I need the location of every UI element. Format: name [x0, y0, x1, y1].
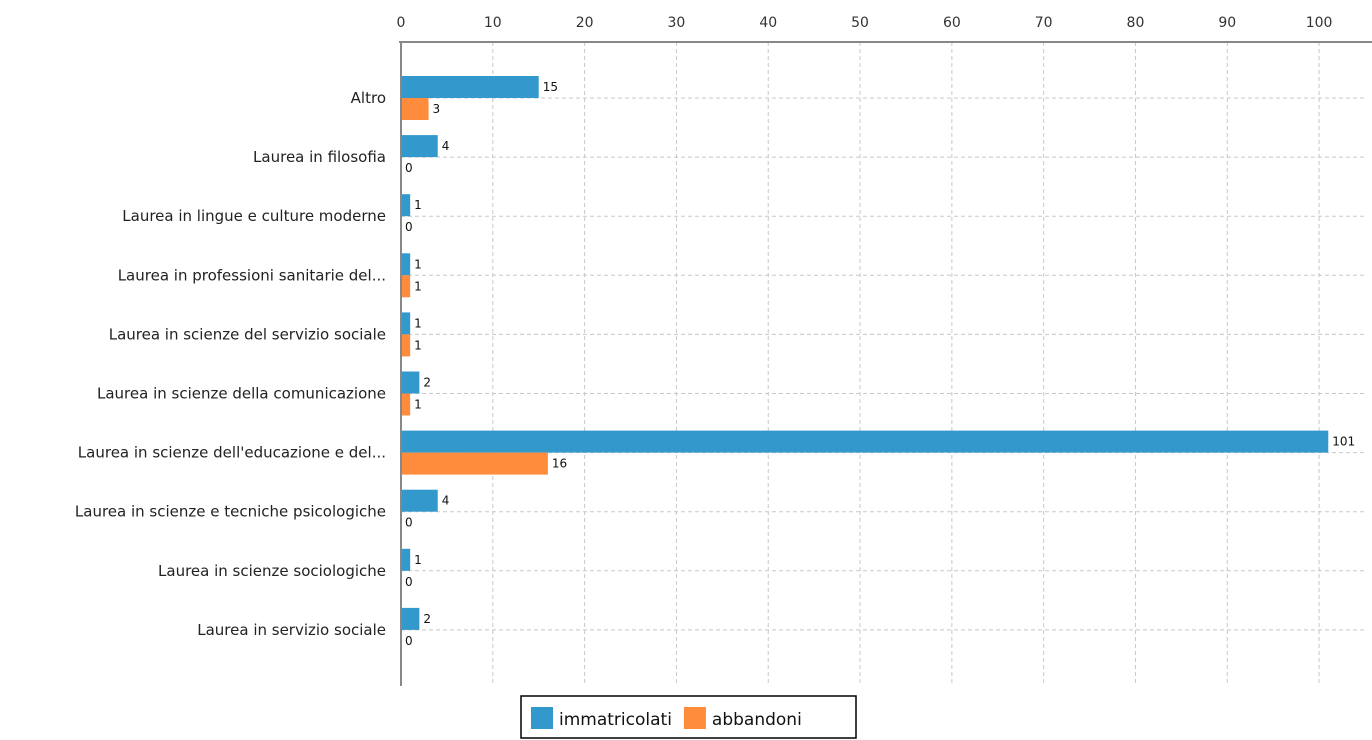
category-label: Laurea in filosofia: [253, 148, 386, 166]
value-label-abbandoni: 0: [405, 634, 413, 648]
category-label: Laurea in scienze sociologiche: [158, 562, 386, 580]
legend-label-immatricolati: immatricolati: [559, 710, 672, 730]
bar-immatricolati: [401, 135, 438, 157]
legend-label-abbandoni: abbandoni: [712, 710, 802, 730]
bar-immatricolati: [401, 76, 539, 98]
value-label-immatricolati: 101: [1332, 435, 1355, 449]
category-label: Altro: [351, 89, 386, 107]
x-tick-label: 50: [851, 15, 869, 31]
value-label-immatricolati: 4: [442, 139, 450, 153]
bar-immatricolati: [401, 312, 410, 334]
bar-abbandoni: [401, 275, 410, 297]
x-tick-label: 90: [1218, 15, 1236, 31]
x-tick-label: 70: [1035, 15, 1053, 31]
x-tick-label: 100: [1306, 15, 1333, 31]
x-tick-label: 30: [668, 15, 686, 31]
legend-swatch-immatricolati: [531, 707, 553, 729]
category-label: Laurea in scienze della comunicazione: [97, 385, 386, 403]
value-label-abbandoni: 16: [552, 457, 567, 471]
value-label-abbandoni: 1: [414, 279, 422, 293]
x-axis: 0 10 20 30 40 50 60 70 80 90 100: [397, 15, 1372, 686]
category-label: Laurea in professioni sanitarie del...: [118, 266, 386, 284]
bar-abbandoni: [401, 98, 429, 120]
category-label: Laurea in scienze del servizio sociale: [109, 325, 386, 343]
grid: [401, 42, 1365, 686]
bars: [401, 76, 1328, 630]
x-tick-label: 60: [943, 15, 961, 31]
legend-swatch-abbandoni: [684, 707, 706, 729]
category-label: Laurea in lingue e culture moderne: [122, 207, 386, 225]
category-label: Laurea in servizio sociale: [197, 621, 386, 639]
value-label-immatricolati: 1: [414, 316, 422, 330]
bar-immatricolati: [401, 372, 419, 394]
x-tick-label: 10: [484, 15, 502, 31]
value-label-abbandoni: 1: [414, 398, 422, 412]
value-label-abbandoni: 0: [405, 161, 413, 175]
x-tick-label: 20: [576, 15, 594, 31]
value-label-immatricolati: 1: [414, 553, 422, 567]
value-label-immatricolati: 2: [423, 612, 431, 626]
category-label: Laurea in scienze dell'educazione e del.…: [78, 444, 386, 462]
bar-immatricolati: [401, 549, 410, 571]
value-label-immatricolati: 15: [543, 80, 558, 94]
value-label-immatricolati: 1: [414, 257, 422, 271]
bar-abbandoni: [401, 394, 410, 416]
bar-abbandoni: [401, 334, 410, 356]
x-tick-label: 80: [1127, 15, 1145, 31]
category-label: Laurea in scienze e tecniche psicologich…: [75, 503, 386, 521]
value-label-abbandoni: 3: [433, 102, 441, 116]
bar-immatricolati: [401, 194, 410, 216]
bar-abbandoni: [401, 453, 548, 475]
value-label-abbandoni: 0: [405, 575, 413, 589]
bar-immatricolati: [401, 253, 410, 275]
category-labels: Altro Laurea in filosofia Laurea in lingue…: [75, 89, 386, 639]
value-label-immatricolati: 4: [442, 494, 450, 508]
bar-immatricolati: [401, 431, 1328, 453]
value-label-immatricolati: 1: [414, 198, 422, 212]
x-tick-label: 40: [759, 15, 777, 31]
bar-immatricolati: [401, 608, 419, 630]
value-label-abbandoni: 0: [405, 220, 413, 234]
legend[interactable]: immatricolati abbandoni: [521, 696, 856, 738]
x-tick-label: 0: [397, 15, 406, 31]
value-label-abbandoni: 1: [414, 338, 422, 352]
value-label-abbandoni: 0: [405, 516, 413, 530]
value-label-immatricolati: 2: [423, 376, 431, 390]
bar-immatricolati: [401, 490, 438, 512]
